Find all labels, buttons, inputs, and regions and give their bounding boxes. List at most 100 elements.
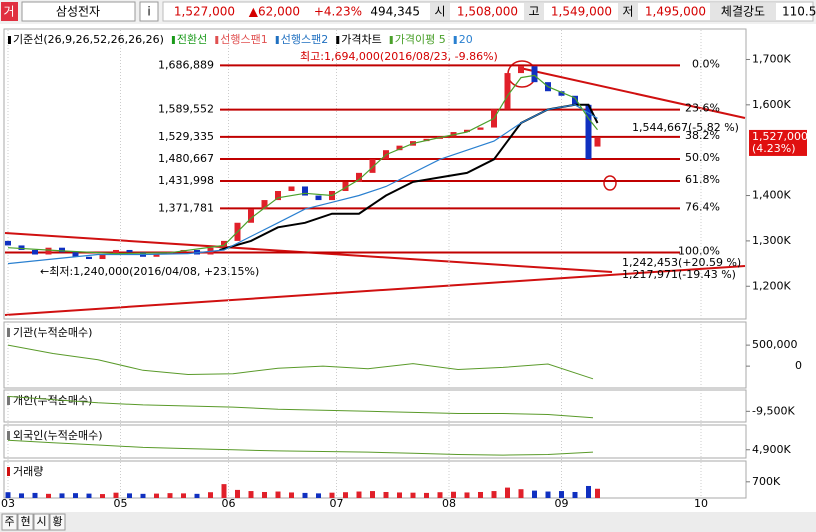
volume-bar [235,489,240,498]
quote-box [162,1,814,22]
candle [113,249,119,255]
volume-bar [289,492,294,498]
price: 1,527,000 [174,5,235,19]
volume-bar [73,493,78,498]
button[interactable]: 주 [4,515,14,528]
candle [99,254,106,260]
y-tick-label: 700K [752,475,781,488]
y-tick-label: 4,900K [752,443,791,456]
candle [464,129,470,133]
candle [369,159,376,173]
legend-entry: 가격차트 [341,33,381,46]
candle [315,195,322,201]
button-frame[interactable] [49,513,66,531]
volume-bar [59,493,65,498]
button-frame[interactable] [1,513,18,531]
button-frame[interactable] [17,513,34,531]
stock-name[interactable]: 삼성전자 [56,5,100,19]
candle [356,172,362,182]
legend-entry: 선행스팬1 [220,33,267,46]
volume-bar [595,488,600,498]
panel-icon [7,328,10,337]
icon-text[interactable]: 거 [3,5,14,19]
open-label: 시 [434,5,445,19]
volume-bar [478,491,483,498]
panel-label: 외국인(누적순매수) [13,429,103,442]
panel-icon [7,396,10,405]
price-marker-change: (4.23%) [752,142,796,155]
button-frame[interactable] [33,513,50,531]
fib-pct: 0.0% [692,57,720,70]
candle [504,73,511,110]
candle [248,209,254,223]
fib-price: 1,431,998 [158,174,214,187]
y-tick-label: 1,400K [752,189,791,202]
volume-bar [154,493,159,498]
legend-entry: 기준선(26,9,26,52,26,26,26) [13,33,164,46]
candle [72,252,79,257]
y-tick-label: 500,000 [752,338,798,351]
price-frame [3,28,747,320]
x-tick-label: 09 [555,497,569,510]
x-tick-label: 10 [694,497,708,510]
x-tick-label: 05 [114,497,128,510]
bottom-bar [0,512,816,532]
legend-swatch [275,36,279,44]
candle [585,104,592,160]
volume: 494,345 [370,5,420,19]
volume-bar [383,491,389,498]
indicator-line [7,104,598,265]
fib-pct: 76.4% [685,200,720,213]
icon-box[interactable] [1,2,18,21]
candle [518,66,524,74]
trend-line [519,67,746,119]
volume-bar [545,491,551,498]
annotation: ←최저:1,240,000(2016/04/08, +23.15%) [40,265,259,278]
volume-bar [572,491,578,498]
volume-bar [113,492,119,498]
open-price: 1,508,000 [457,5,518,19]
volume-bar [316,493,321,498]
panel-frame [3,321,747,389]
fib-price: 1,589,552 [158,103,214,116]
volume-bar [19,493,24,498]
fib-pct: 23.6% [685,102,720,115]
volume-bar [221,484,227,498]
info-button[interactable]: i [147,5,150,19]
fib-price: 1,480,667 [158,152,214,165]
low-label: 저 [622,5,633,19]
button[interactable]: 시 [36,515,46,528]
fib-pct: 50.0% [685,151,720,164]
button[interactable]: 현 [20,515,30,528]
x-tick-label: 07 [330,497,344,510]
high-price: 1,549,000 [551,5,612,19]
label-box [430,3,450,20]
y-tick-label: 1,600K [752,98,791,111]
panel-label: 거래량 [13,465,43,478]
panel-line [7,344,594,380]
panel-icon [7,467,10,476]
volume-bar [397,492,402,498]
legend-entry: 전환선 [177,33,207,46]
panel-icon [7,431,10,440]
trend-line [4,265,746,316]
annotation: 1,242,453(+20.59 %) [622,256,741,269]
label-box [618,3,638,20]
candle [342,181,349,192]
legend-swatch [8,36,11,44]
y-tick-label: 1,200K [752,279,791,292]
volume-bar [100,494,105,498]
volume-bar [410,492,416,498]
annotation: 최고:1,694,000(2016/08/23, -9.86%) [300,50,498,63]
info-box[interactable] [139,1,159,22]
low-price: 1,495,000 [645,5,706,19]
volume-bar [275,491,281,498]
change-rate: +4.23% [314,5,362,19]
volume-bar [464,492,470,498]
volume-bar [518,489,524,498]
stock-box[interactable] [21,1,136,22]
button[interactable]: 황 [52,515,62,528]
legend-swatch [389,36,393,44]
candle [261,200,268,210]
